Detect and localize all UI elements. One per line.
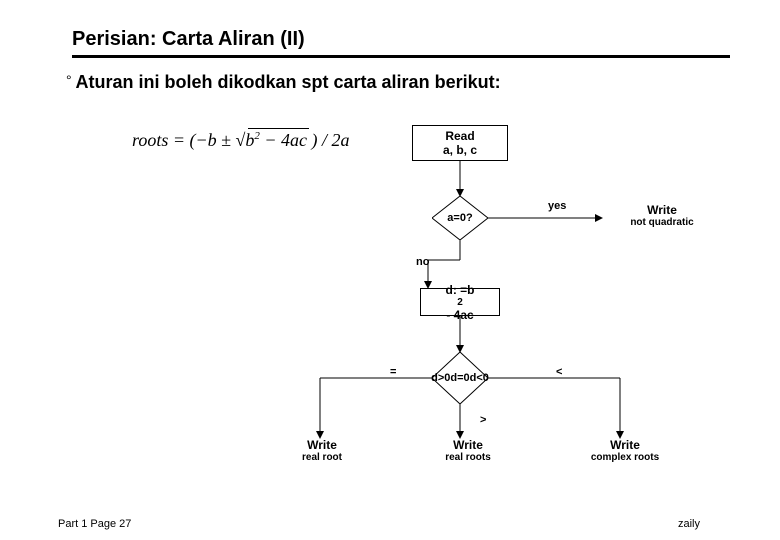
- title-rule: [72, 55, 730, 58]
- flow-edge-label-a0-wnq: yes: [548, 200, 566, 212]
- flow-node-wcomplex: Writecomplex roots: [560, 438, 690, 463]
- subtitle-block: ° Aturan ini boleh dikodkan spt carta al…: [66, 72, 501, 93]
- flow-node-a0: a=0?: [432, 196, 488, 240]
- flow-node-read: Reada, b, c: [412, 125, 508, 161]
- subtitle: Aturan ini boleh dikodkan spt carta alir…: [76, 72, 501, 92]
- page: Perisian: Carta Aliran (II) ° Aturan ini…: [0, 0, 780, 540]
- flow-node-dcmp: d>0d=0d<0: [432, 352, 488, 404]
- flow-node-disc: d: =b2 - 4ac: [420, 288, 500, 316]
- flow-node-wroots: Writereal roots: [418, 438, 518, 463]
- page-title: Perisian: Carta Aliran (II): [72, 28, 730, 51]
- flow-node-wreal: Writereal root: [272, 438, 372, 463]
- footer-right: zaily: [678, 518, 700, 530]
- title-block: Perisian: Carta Aliran (II): [72, 28, 730, 58]
- flow-edge-label-dcmp-wroots: >: [480, 414, 486, 426]
- formula: roots = (−b ± √b2 − 4ac ) / 2a: [132, 130, 350, 151]
- bullet-degree: °: [66, 72, 76, 88]
- flow-edge-label-a0-disc: no: [416, 256, 429, 268]
- footer-left: Part 1 Page 27: [58, 518, 131, 530]
- flow-node-wnq: Writenot quadratic: [602, 203, 722, 228]
- flow-edge-label-dcmp-wreal: =: [390, 366, 396, 378]
- flow-edge-label-dcmp-wcomplex: <: [556, 366, 562, 378]
